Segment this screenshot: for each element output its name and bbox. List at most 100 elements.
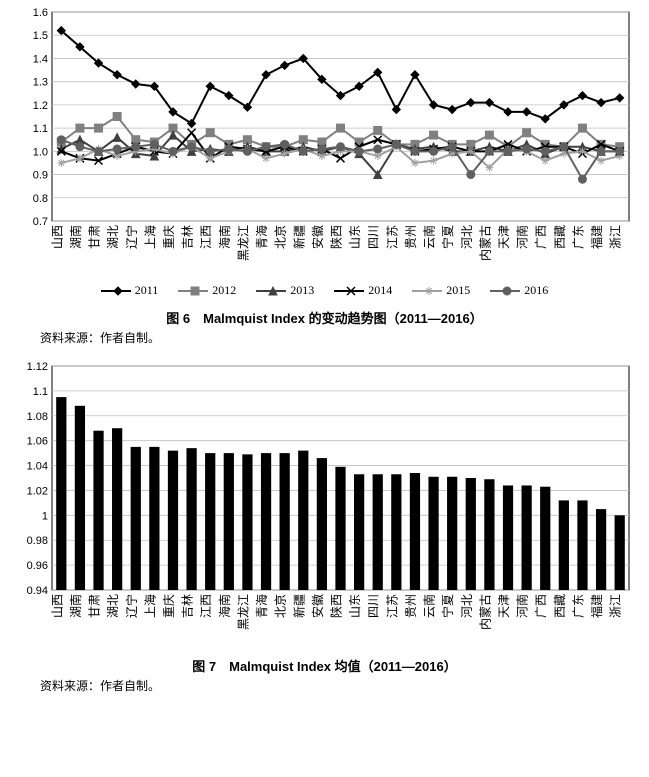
svg-text:甘肃: 甘肃 [88, 594, 102, 618]
svg-text:安徽: 安徽 [310, 594, 325, 618]
svg-text:甘肃: 甘肃 [88, 225, 102, 249]
chart6-source: 资料来源：作者自制。 [40, 329, 649, 346]
svg-text:1.06: 1.06 [27, 435, 48, 447]
svg-text:江西: 江西 [199, 594, 213, 618]
svg-text:0.94: 0.94 [27, 585, 48, 597]
svg-text:海南: 海南 [217, 594, 232, 618]
svg-text:西藏: 西藏 [553, 594, 567, 618]
svg-text:辽宁: 辽宁 [124, 594, 139, 618]
chart7-svg: 0.94 0.96 0.98 1 1.02 1.04 1.06 1.08 1.1 1.12 山西湖南… [10, 360, 639, 650]
legend-label: 2011 [135, 283, 159, 298]
svg-text:湖北: 湖北 [105, 594, 120, 618]
svg-text:天津: 天津 [497, 594, 511, 618]
svg-text:1.5: 1.5 [33, 30, 48, 42]
chart6-legend: 2011 2012 2013 2014 2015 2016 [0, 283, 649, 302]
svg-text:广西: 广西 [534, 225, 548, 249]
svg-text:湖南: 湖南 [68, 225, 83, 249]
legend-label: 2015 [446, 283, 470, 298]
svg-text:江苏: 江苏 [385, 594, 399, 618]
svg-text:河南: 河南 [515, 594, 530, 618]
svg-text:1.02: 1.02 [27, 485, 48, 497]
svg-text:青海: 青海 [254, 594, 269, 618]
svg-text:吉林: 吉林 [181, 594, 195, 618]
svg-text:安徽: 安徽 [310, 225, 325, 249]
svg-text:河南: 河南 [515, 225, 530, 249]
svg-text:云南: 云南 [422, 225, 437, 249]
svg-text:江苏: 江苏 [385, 225, 399, 249]
svg-text:1.3: 1.3 [33, 77, 48, 89]
svg-text:新疆: 新疆 [291, 594, 306, 618]
svg-text:1: 1 [42, 510, 48, 522]
svg-text:重庆: 重庆 [162, 594, 176, 618]
svg-text:0.96: 0.96 [27, 560, 48, 572]
svg-text:北京: 北京 [274, 225, 288, 249]
chart6-container: 0.70.80.91.01.11.21.31.41.51.6山西湖南甘肃湖北辽宁… [0, 0, 649, 281]
svg-text:上海: 上海 [142, 594, 157, 618]
svg-text:黑龙江: 黑龙江 [236, 225, 250, 261]
chart7-title: 图 7 Malmquist Index 均值（2011—2016） [0, 656, 649, 675]
svg-text:0.8: 0.8 [33, 193, 48, 205]
svg-text:宁夏: 宁夏 [440, 594, 455, 618]
svg-text:山东: 山东 [348, 594, 362, 618]
svg-text:贵州: 贵州 [404, 594, 418, 618]
svg-text:吉林: 吉林 [181, 225, 195, 249]
svg-text:1.12: 1.12 [27, 361, 48, 373]
svg-text:湖北: 湖北 [105, 225, 120, 249]
svg-text:广西: 广西 [534, 594, 548, 618]
svg-text:0.9: 0.9 [33, 170, 48, 182]
svg-text:湖南: 湖南 [68, 594, 83, 618]
svg-text:山西: 山西 [50, 594, 64, 618]
svg-text:内蒙古: 内蒙古 [477, 225, 492, 261]
svg-text:重庆: 重庆 [162, 225, 176, 249]
svg-text:上海: 上海 [142, 225, 157, 249]
svg-text:黑龙江: 黑龙江 [236, 594, 250, 630]
svg-text:江西: 江西 [199, 225, 213, 249]
legend-item: 2013 [256, 283, 314, 298]
svg-text:四川: 四川 [367, 225, 381, 249]
chart7-container: 0.94 0.96 0.98 1 1.02 1.04 1.06 1.08 1.1 1.12 山西湖南… [0, 354, 649, 650]
svg-text:广东: 广东 [571, 594, 585, 618]
legend-item: 2011 [101, 283, 159, 298]
chart7-source: 资料来源：作者自制。 [40, 677, 649, 694]
chart6-title: 图 6 Malmquist Index 的变动趋势图（2011—2016） [0, 308, 649, 327]
svg-text:0.98: 0.98 [27, 535, 48, 547]
svg-text:1.6: 1.6 [33, 7, 48, 19]
svg-text:青海: 青海 [254, 225, 269, 249]
svg-text:陕西: 陕西 [329, 594, 344, 618]
legend-item: 2014 [334, 283, 392, 298]
svg-text:贵州: 贵州 [404, 225, 418, 249]
svg-text:福建: 福建 [589, 594, 604, 618]
svg-text:海南: 海南 [217, 225, 232, 249]
svg-text:山西: 山西 [50, 225, 64, 249]
svg-text:1.0: 1.0 [33, 146, 48, 158]
svg-text:浙江: 浙江 [609, 225, 623, 249]
svg-text:四川: 四川 [367, 594, 381, 618]
legend-item: 2012 [178, 283, 236, 298]
svg-text:西藏: 西藏 [553, 225, 567, 249]
svg-text:1.1: 1.1 [33, 123, 48, 135]
svg-text:1.1: 1.1 [33, 385, 48, 397]
svg-text:1.08: 1.08 [27, 410, 48, 422]
svg-text:云南: 云南 [422, 594, 437, 618]
svg-text:1.2: 1.2 [33, 100, 48, 112]
svg-text:1.4: 1.4 [33, 53, 48, 65]
svg-text:1.04: 1.04 [27, 460, 48, 472]
legend-label: 2016 [524, 283, 548, 298]
svg-text:河北: 河北 [460, 225, 474, 249]
svg-text:北京: 北京 [274, 594, 288, 618]
svg-text:宁夏: 宁夏 [440, 225, 455, 249]
legend-label: 2014 [368, 283, 392, 298]
svg-text:内蒙古: 内蒙古 [477, 594, 492, 630]
legend-item: 2016 [490, 283, 548, 298]
svg-text:浙江: 浙江 [609, 594, 623, 618]
svg-text:陕西: 陕西 [329, 225, 344, 249]
svg-text:天津: 天津 [497, 225, 511, 249]
svg-text:福建: 福建 [589, 225, 604, 249]
svg-text:新疆: 新疆 [291, 225, 306, 249]
chart6-svg: 0.70.80.91.01.11.21.31.41.51.6山西湖南甘肃湖北辽宁… [10, 6, 639, 281]
legend-item: 2015 [412, 283, 470, 298]
svg-text:0.7: 0.7 [33, 216, 48, 228]
svg-text:广东: 广东 [571, 225, 585, 249]
legend-label: 2013 [290, 283, 314, 298]
legend-label: 2012 [212, 283, 236, 298]
